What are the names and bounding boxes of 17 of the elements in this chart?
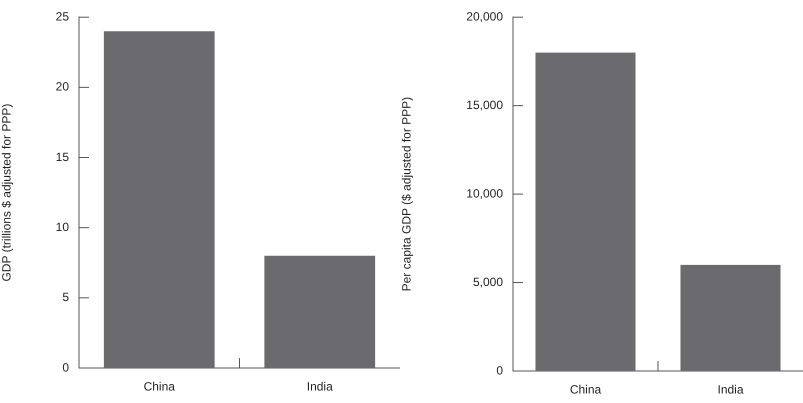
y-axis-title: Per capita GDP ($ adjusted for PPP) [400,96,414,292]
y-tick-label: 15 [56,150,70,164]
y-tick-label: 20,000 [466,10,504,24]
x-tick-label: China [144,380,176,394]
x-tick-label: India [306,380,334,394]
y-tick-label: 0 [62,360,70,374]
y-tick-label: 20 [56,80,70,94]
y-tick-label: 5,000 [472,274,504,289]
y-tick-label: 10 [56,220,70,234]
y-tick-label: 0 [496,363,504,378]
x-tick-label: India [717,382,744,397]
y-tick-label: 25 [56,10,70,24]
y-tick-label: 10,000 [466,186,504,200]
y-axis-title: GDP (trillions $ adjusted for PPP) [0,104,14,282]
y-tick-label: 15,000 [466,98,504,112]
y-tick-label: 5 [62,290,70,304]
x-tick-label: China [570,382,602,397]
